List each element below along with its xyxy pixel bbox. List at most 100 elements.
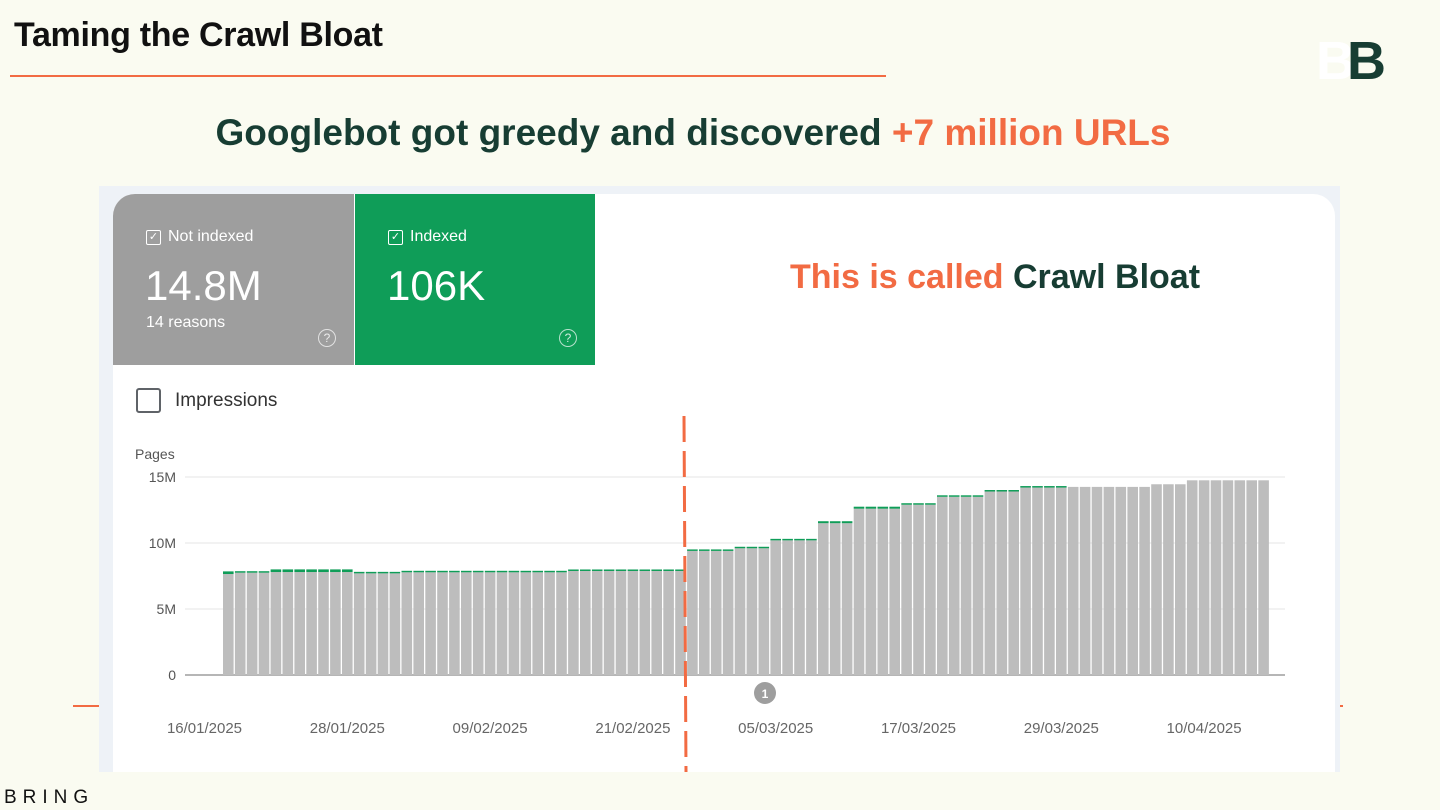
bar-not-indexed[interactable] [1198,480,1210,675]
bar-indexed[interactable] [746,546,758,549]
bar-not-indexed[interactable] [389,573,401,675]
bar-indexed[interactable] [223,571,234,575]
checkbox-unchecked-icon[interactable] [136,388,161,413]
bar-not-indexed[interactable] [496,572,508,675]
bar-indexed[interactable] [532,570,543,573]
bar-not-indexed[interactable] [461,572,472,675]
not-indexed-tile[interactable]: ✓ Not indexed 14.8M 14 reasons ? [113,194,354,365]
bar-indexed[interactable] [1056,486,1067,488]
indexed-tile[interactable]: ✓ Indexed 106K ? [355,194,595,365]
bar-indexed[interactable] [722,549,734,551]
bar-indexed[interactable] [889,506,900,509]
bar-indexed[interactable] [841,521,853,524]
bar-not-indexed[interactable] [556,572,567,675]
bar-indexed[interactable] [663,569,674,571]
bar-not-indexed[interactable] [568,570,579,675]
bar-not-indexed[interactable] [663,570,674,675]
bar-indexed[interactable] [913,503,924,505]
bar-indexed[interactable] [937,495,948,497]
bar-indexed[interactable] [1044,486,1055,488]
bar-indexed[interactable] [258,571,270,573]
bar-not-indexed[interactable] [722,550,734,675]
bar-not-indexed[interactable] [1186,480,1198,675]
bar-not-indexed[interactable] [603,570,615,675]
bar-indexed[interactable] [580,569,591,571]
bar-not-indexed[interactable] [1139,486,1150,675]
checkbox-checked-icon[interactable]: ✓ [146,229,161,245]
bar-not-indexed[interactable] [1008,491,1019,675]
bar-not-indexed[interactable] [960,496,972,675]
bar-indexed[interactable] [568,569,579,571]
bar-indexed[interactable] [294,569,305,573]
bar-indexed[interactable] [758,546,770,549]
bar-indexed[interactable] [318,569,329,573]
bar-indexed[interactable] [353,571,365,574]
bar-not-indexed[interactable] [734,548,746,675]
bar-not-indexed[interactable] [782,540,793,675]
bar-indexed[interactable] [1008,490,1019,492]
bar-indexed[interactable] [948,495,960,497]
bar-not-indexed[interactable] [1246,480,1257,675]
bar-indexed[interactable] [972,495,984,497]
bar-indexed[interactable] [461,570,472,573]
bar-indexed[interactable] [282,569,294,573]
bar-indexed[interactable] [270,569,282,573]
bar-not-indexed[interactable] [1175,484,1186,675]
bar-indexed[interactable] [449,570,460,573]
bar-indexed[interactable] [687,549,698,551]
bar-not-indexed[interactable] [901,504,912,675]
bar-not-indexed[interactable] [294,572,305,675]
help-icon[interactable]: ? [318,329,336,347]
bar-not-indexed[interactable] [865,508,877,675]
bar-not-indexed[interactable] [948,496,960,675]
bar-not-indexed[interactable] [234,572,246,675]
bar-not-indexed[interactable] [342,572,353,675]
bar-indexed[interactable] [651,569,662,571]
bar-indexed[interactable] [675,569,686,571]
bar-indexed[interactable] [960,495,972,497]
bar-not-indexed[interactable] [1056,487,1067,675]
bar-not-indexed[interactable] [1020,487,1031,675]
bar-not-indexed[interactable] [306,572,317,675]
bar-not-indexed[interactable] [996,491,1008,675]
bar-indexed[interactable] [853,506,865,509]
bar-not-indexed[interactable] [758,548,770,675]
bar-indexed[interactable] [520,570,532,573]
bar-indexed[interactable] [389,571,401,574]
bar-not-indexed[interactable] [806,540,817,675]
bar-indexed[interactable] [484,570,496,573]
bar-not-indexed[interactable] [829,523,841,675]
bar-indexed[interactable] [734,546,746,549]
help-icon[interactable]: ? [559,329,577,347]
bar-indexed[interactable] [639,569,651,571]
bar-indexed[interactable] [925,503,936,505]
bar-not-indexed[interactable] [1151,484,1162,675]
bar-not-indexed[interactable] [484,572,496,675]
bar-not-indexed[interactable] [1079,486,1091,675]
bar-not-indexed[interactable] [972,496,984,675]
bar-not-indexed[interactable] [627,570,639,675]
bar-indexed[interactable] [710,549,722,551]
bar-not-indexed[interactable] [353,573,365,675]
bar-not-indexed[interactable] [1127,486,1138,675]
bar-indexed[interactable] [770,538,781,541]
bar-indexed[interactable] [246,571,258,573]
bar-indexed[interactable] [437,570,448,573]
bar-indexed[interactable] [413,570,424,573]
bar-indexed[interactable] [496,570,508,573]
bar-not-indexed[interactable] [651,570,662,675]
bar-not-indexed[interactable] [1222,480,1234,675]
bar-not-indexed[interactable] [1163,484,1174,675]
bar-indexed[interactable] [234,571,246,573]
bar-not-indexed[interactable] [449,572,460,675]
bar-not-indexed[interactable] [544,572,555,675]
bar-not-indexed[interactable] [223,574,234,675]
bar-not-indexed[interactable] [580,570,591,675]
bar-not-indexed[interactable] [699,550,710,675]
bar-not-indexed[interactable] [841,523,853,675]
bar-not-indexed[interactable] [318,572,329,675]
bar-indexed[interactable] [806,538,817,541]
bar-indexed[interactable] [699,549,710,551]
bar-not-indexed[interactable] [365,573,377,675]
bar-not-indexed[interactable] [413,572,424,675]
